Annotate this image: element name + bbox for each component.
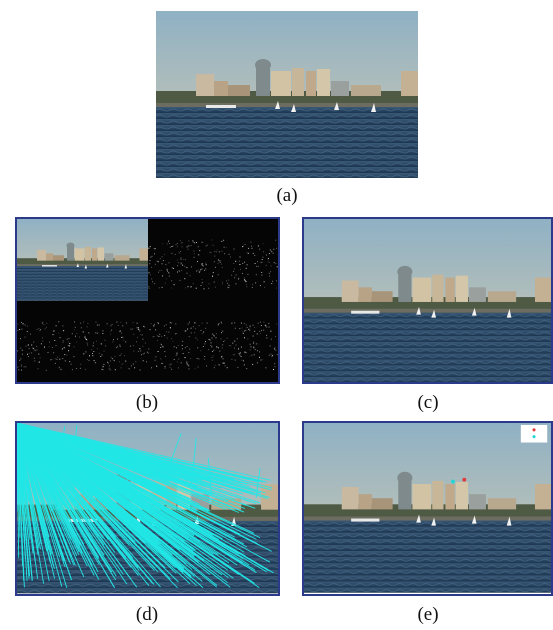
tracked-point-cyan	[451, 479, 455, 484]
panel-a-image	[156, 11, 418, 178]
panel-e-image	[302, 421, 553, 596]
panel-a-caption: (a)	[276, 185, 298, 206]
motion-vectors	[17, 423, 274, 589]
panel-c-image	[302, 217, 553, 384]
legend-box	[520, 424, 548, 443]
panel-b-caption: (b)	[135, 392, 159, 413]
panel-d-caption: (d)	[135, 604, 159, 625]
tracked-point-red	[462, 477, 467, 482]
subband-detail-noise	[17, 239, 278, 371]
panel-d-image	[15, 421, 280, 596]
panel-b-image	[15, 217, 280, 384]
panel-e-caption: (e)	[417, 604, 439, 625]
legend-red-marker	[532, 428, 536, 432]
legend-cyan-marker	[532, 435, 536, 439]
panel-c-caption: (c)	[417, 392, 439, 413]
